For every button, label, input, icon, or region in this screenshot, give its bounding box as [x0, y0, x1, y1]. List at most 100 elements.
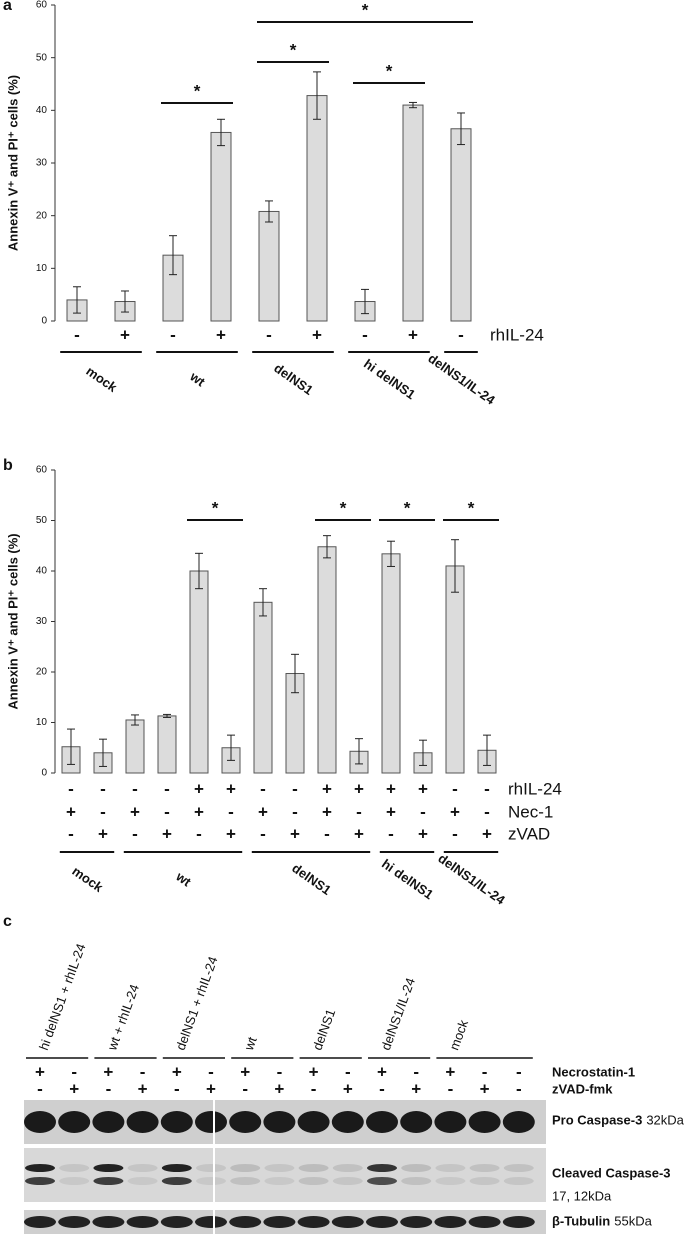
error-bar [259, 588, 267, 617]
y-tick-label: 0 [41, 768, 47, 779]
band [366, 1216, 398, 1228]
band [502, 1111, 535, 1133]
sign: + [130, 802, 140, 821]
sign: + [98, 824, 108, 843]
sign: - [71, 1062, 77, 1081]
band [126, 1216, 159, 1228]
band [298, 1177, 329, 1185]
sign: + [480, 1079, 490, 1098]
band [263, 1111, 296, 1133]
y-tick-label: 20 [36, 210, 48, 221]
band [401, 1164, 432, 1172]
row-label: rhIL-24 [490, 325, 544, 344]
panel-label: a [3, 0, 12, 14]
bar [306, 95, 328, 322]
error-bar [67, 728, 75, 765]
panel-label: b [3, 457, 13, 474]
error-bar [217, 118, 225, 147]
strip-separator [213, 1100, 215, 1144]
sign: + [138, 1079, 148, 1098]
band [25, 1164, 55, 1172]
bar [445, 565, 465, 774]
sign: + [418, 824, 428, 843]
band [229, 1111, 262, 1133]
sign: - [196, 824, 202, 843]
band [468, 1111, 501, 1133]
band [332, 1164, 363, 1172]
sign: - [68, 824, 74, 843]
sign: - [311, 1079, 317, 1098]
sign: - [356, 802, 362, 821]
band [264, 1177, 295, 1185]
y-tick-label: 30 [36, 616, 48, 627]
sign: + [354, 779, 364, 798]
band [127, 1177, 158, 1185]
sign: - [164, 779, 170, 798]
error-bar [323, 535, 331, 559]
error-bar [483, 734, 491, 766]
band [160, 1111, 193, 1133]
row-label: Necrostatin-1 [552, 1064, 635, 1079]
sign: + [411, 1079, 421, 1098]
bar [210, 131, 232, 322]
bar [402, 104, 424, 322]
significance-label: * [386, 61, 393, 80]
bar [189, 570, 209, 774]
error-bar [451, 539, 459, 593]
band [297, 1216, 330, 1228]
band [435, 1177, 466, 1185]
lane-label: hi delNS1 + rhIL-24 [36, 941, 89, 1052]
y-tick-label: 40 [36, 105, 48, 116]
group-label: mock [69, 863, 106, 895]
sign: - [292, 802, 298, 821]
sign: - [292, 779, 298, 798]
bar [450, 128, 472, 322]
significance-label: * [468, 498, 475, 517]
error-bar [355, 738, 363, 765]
y-tick-label: 60 [36, 465, 48, 476]
sign: - [106, 1079, 112, 1098]
group-label: delNS1/IL-24 [425, 351, 498, 408]
band [161, 1164, 192, 1172]
sign: + [120, 325, 130, 344]
band [160, 1216, 193, 1228]
sign: + [386, 779, 396, 798]
sign: - [452, 824, 458, 843]
blot-strip [24, 1148, 546, 1202]
error-bar [361, 288, 369, 315]
sign: + [226, 824, 236, 843]
band [331, 1111, 364, 1133]
bar [157, 715, 177, 774]
sign: - [277, 1062, 283, 1081]
bar [381, 553, 401, 774]
error-bar [195, 552, 203, 590]
group-label: hi delNS1 [361, 356, 418, 402]
significance-label: * [340, 498, 347, 517]
band [195, 1216, 227, 1228]
y-tick-label: 20 [36, 667, 48, 678]
sign: - [484, 779, 490, 798]
sign: - [345, 1062, 351, 1081]
error-bar [121, 290, 129, 313]
band [367, 1177, 397, 1185]
lane-label: mock [446, 1017, 471, 1052]
band [230, 1164, 261, 1172]
sign: + [322, 779, 332, 798]
bar [258, 210, 280, 322]
band [469, 1177, 500, 1185]
row-label: zVAD [508, 824, 550, 843]
error-bar [409, 101, 417, 109]
sign: + [35, 1062, 45, 1081]
error-bar [73, 286, 81, 314]
sign: + [482, 824, 492, 843]
band [196, 1164, 226, 1172]
significance-label: * [290, 40, 297, 59]
group-label: hi delNS1 [379, 856, 436, 902]
y-tick-label: 30 [36, 158, 48, 169]
sign: + [309, 1062, 319, 1081]
band [503, 1177, 534, 1185]
sign: + [66, 802, 76, 821]
error-bar [99, 738, 107, 767]
band [502, 1216, 535, 1228]
row-label: Nec-1 [508, 802, 553, 821]
